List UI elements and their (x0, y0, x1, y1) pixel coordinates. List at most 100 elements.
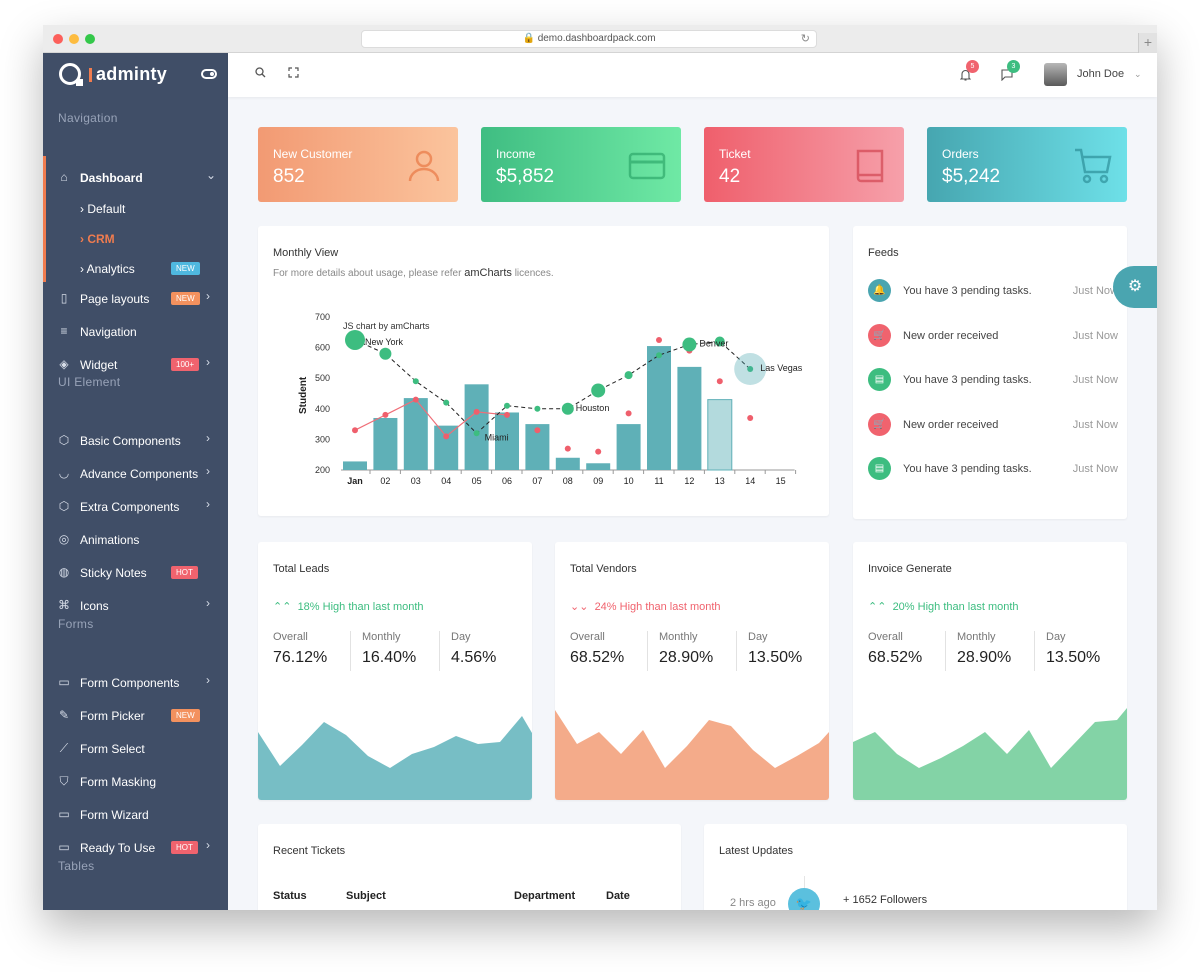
stat-card-ticket[interactable]: Ticket 42 (704, 127, 904, 202)
monthly-chart[interactable]: JS chart by amCharts Student 200 300 400 50… (258, 226, 829, 516)
search-icon[interactable] (255, 67, 266, 81)
chevron-right-icon: › (206, 838, 210, 852)
sidebar-item-form-select[interactable]: ⟋ Form Select (43, 736, 228, 762)
las-vegas-bubble (734, 353, 767, 386)
y-tick-label: 200 (315, 465, 330, 475)
column-header-status[interactable]: Status (273, 890, 307, 902)
home-icon: ⌂ (60, 170, 68, 184)
chevron-down-icon[interactable]: ⌄ (1134, 69, 1142, 79)
green-series-point (682, 337, 697, 352)
maximize-dot[interactable] (85, 34, 95, 44)
gift-icon: ◡ (58, 466, 70, 480)
stat-card-new-customer[interactable]: New Customer 852 (258, 127, 458, 202)
sidebar-item-widget[interactable]: ◈ Widget 100+ › (43, 352, 228, 378)
x-tick-label: 07 (532, 476, 542, 486)
card-subtitle: For more details about usage, please ref… (273, 267, 554, 279)
stat-overall: Overall 76.12% (273, 631, 327, 671)
sidebar-item-navigation[interactable]: ≡ Navigation (43, 319, 228, 345)
stat-title: New Customer (273, 147, 353, 161)
sidebar: adminty Navigation ⌂ Dashboard ⌄ › Defau… (43, 53, 228, 910)
file-icon: ▤ (868, 368, 891, 391)
sidebar-item-form-picker[interactable]: ✎ Form Picker NEW (43, 703, 228, 729)
top-header: 5 3 John Doe ⌄ (228, 53, 1157, 97)
invoice-generate-card: Invoice Generate ⌃⌃ 20% High than last m… (853, 542, 1127, 800)
chevron-right-icon: › (206, 596, 210, 610)
feed-item[interactable]: ▤ You have 3 pending tasks. Just Now (868, 368, 1118, 392)
chart-annotation: Las Vegas (760, 363, 803, 373)
sidebar-item-extra-components[interactable]: ⬡ Extra Components › (43, 494, 228, 520)
settings-gear-icon[interactable]: ⚙ (1113, 266, 1157, 308)
sidebar-item-form-masking[interactable]: ⛉ Form Masking (43, 769, 228, 795)
sidebar-item-form-components[interactable]: ▭ Form Components › (43, 670, 228, 696)
red-series-point (504, 411, 510, 418)
feed-text: New order received (903, 418, 999, 431)
feed-item[interactable]: ▤ You have 3 pending tasks. Just Now (868, 457, 1118, 481)
sidebar-subitem-analytics[interactable]: › Analytics NEW (43, 257, 228, 281)
close-dot[interactable] (53, 34, 63, 44)
column-header-subject[interactable]: Subject (346, 890, 386, 902)
sidebar-item-sticky-notes[interactable]: ◍ Sticky Notes HOT (43, 560, 228, 586)
url-bar[interactable]: 🔒 demo.dashboardpack.com ↻ (361, 30, 817, 48)
sidebar-toggle-icon[interactable] (201, 69, 217, 79)
area-series (555, 710, 829, 800)
stat-card-orders[interactable]: Orders $5,242 (927, 127, 1127, 202)
green-series-point (473, 430, 480, 437)
stat-value: 68.52% (570, 649, 625, 666)
x-tick-label: 06 (502, 476, 512, 486)
sidebar-item-dashboard[interactable]: ⌂ Dashboard ⌄ (43, 165, 228, 191)
stat-title: Income (496, 147, 536, 161)
message-icon[interactable]: 3 (1001, 60, 1020, 82)
stat-label: Day (1046, 631, 1066, 643)
x-tick-label: 02 (380, 476, 390, 486)
message-count: 3 (1007, 60, 1020, 73)
hot-badge: HOT (171, 566, 198, 579)
avatar[interactable] (1044, 63, 1067, 86)
sidebar-item-icons[interactable]: ⌘ Icons › (43, 593, 228, 619)
reload-icon[interactable]: ↻ (800, 33, 810, 45)
column-header-date[interactable]: Date (606, 890, 630, 902)
url-text: demo.dashboardpack.com (537, 33, 656, 44)
stat-title: Ticket (719, 147, 751, 161)
logo[interactable]: adminty (43, 53, 228, 97)
vendors-area-chart (555, 710, 829, 800)
card-title: Latest Updates (719, 845, 793, 857)
aperture-icon: ◎ (58, 532, 70, 546)
x-tick-label: 05 (472, 476, 482, 486)
sidebar-subitem-crm[interactable]: › CRM (43, 227, 228, 251)
browser-titlebar: 🔒 demo.dashboardpack.com ↻ + (43, 25, 1157, 53)
sidebar-item-page-layouts[interactable]: ▯ Page layouts NEW › (43, 286, 228, 312)
recent-tickets-card: Recent Tickets Status Subject Department… (258, 824, 681, 910)
stat-label: Overall (868, 631, 903, 643)
sidebar-item-animations[interactable]: ◎ Animations (43, 527, 228, 553)
sidebar-subitem-default[interactable]: › Default (43, 197, 228, 221)
stat-value: 16.40% (362, 649, 417, 666)
chart-annotation: Denver (699, 339, 728, 349)
new-tab-button[interactable]: + (1138, 33, 1157, 53)
chevron-right-icon: › (206, 355, 210, 369)
feed-item[interactable]: 🔔 You have 3 pending tasks. Just Now (868, 279, 1118, 303)
feed-item[interactable]: 🛒 New order received Just Now (868, 323, 1118, 348)
file-icon: ▤ (868, 457, 891, 480)
stats-row: Overall 68.52% Monthly 28.90% Day 13.50% (868, 631, 1118, 671)
sidebar-item-label: Form Masking (80, 775, 157, 789)
logo-divider (89, 68, 92, 82)
sidebar-item-advance-components[interactable]: ◡ Advance Components › (43, 461, 228, 487)
column-header-department[interactable]: Department (514, 890, 576, 902)
chart-bar (677, 366, 702, 470)
sidebar-item-ready-to-use[interactable]: ▭ Ready To Use HOT › (43, 835, 228, 861)
stat-card-income[interactable]: Income $5,852 (481, 127, 681, 202)
chart-bar (616, 424, 641, 470)
minimize-dot[interactable] (69, 34, 79, 44)
green-series-point (412, 378, 419, 385)
logo-icon (59, 63, 83, 86)
y-tick-label: 400 (315, 404, 330, 414)
chart-bar (434, 425, 459, 470)
feed-item[interactable]: 🛒 New order received Just Now (868, 412, 1118, 437)
stat-label: Day (748, 631, 768, 643)
notification-bell-icon[interactable]: 5 (959, 60, 979, 81)
user-name[interactable]: John Doe (1077, 68, 1125, 80)
sidebar-item-basic-components[interactable]: ⬡ Basic Components › (43, 428, 228, 454)
sidebar-item-form-wizard[interactable]: ▭ Form Wizard (43, 802, 228, 828)
fullscreen-icon[interactable] (288, 67, 299, 81)
amcharts-link[interactable]: amCharts (464, 267, 512, 279)
